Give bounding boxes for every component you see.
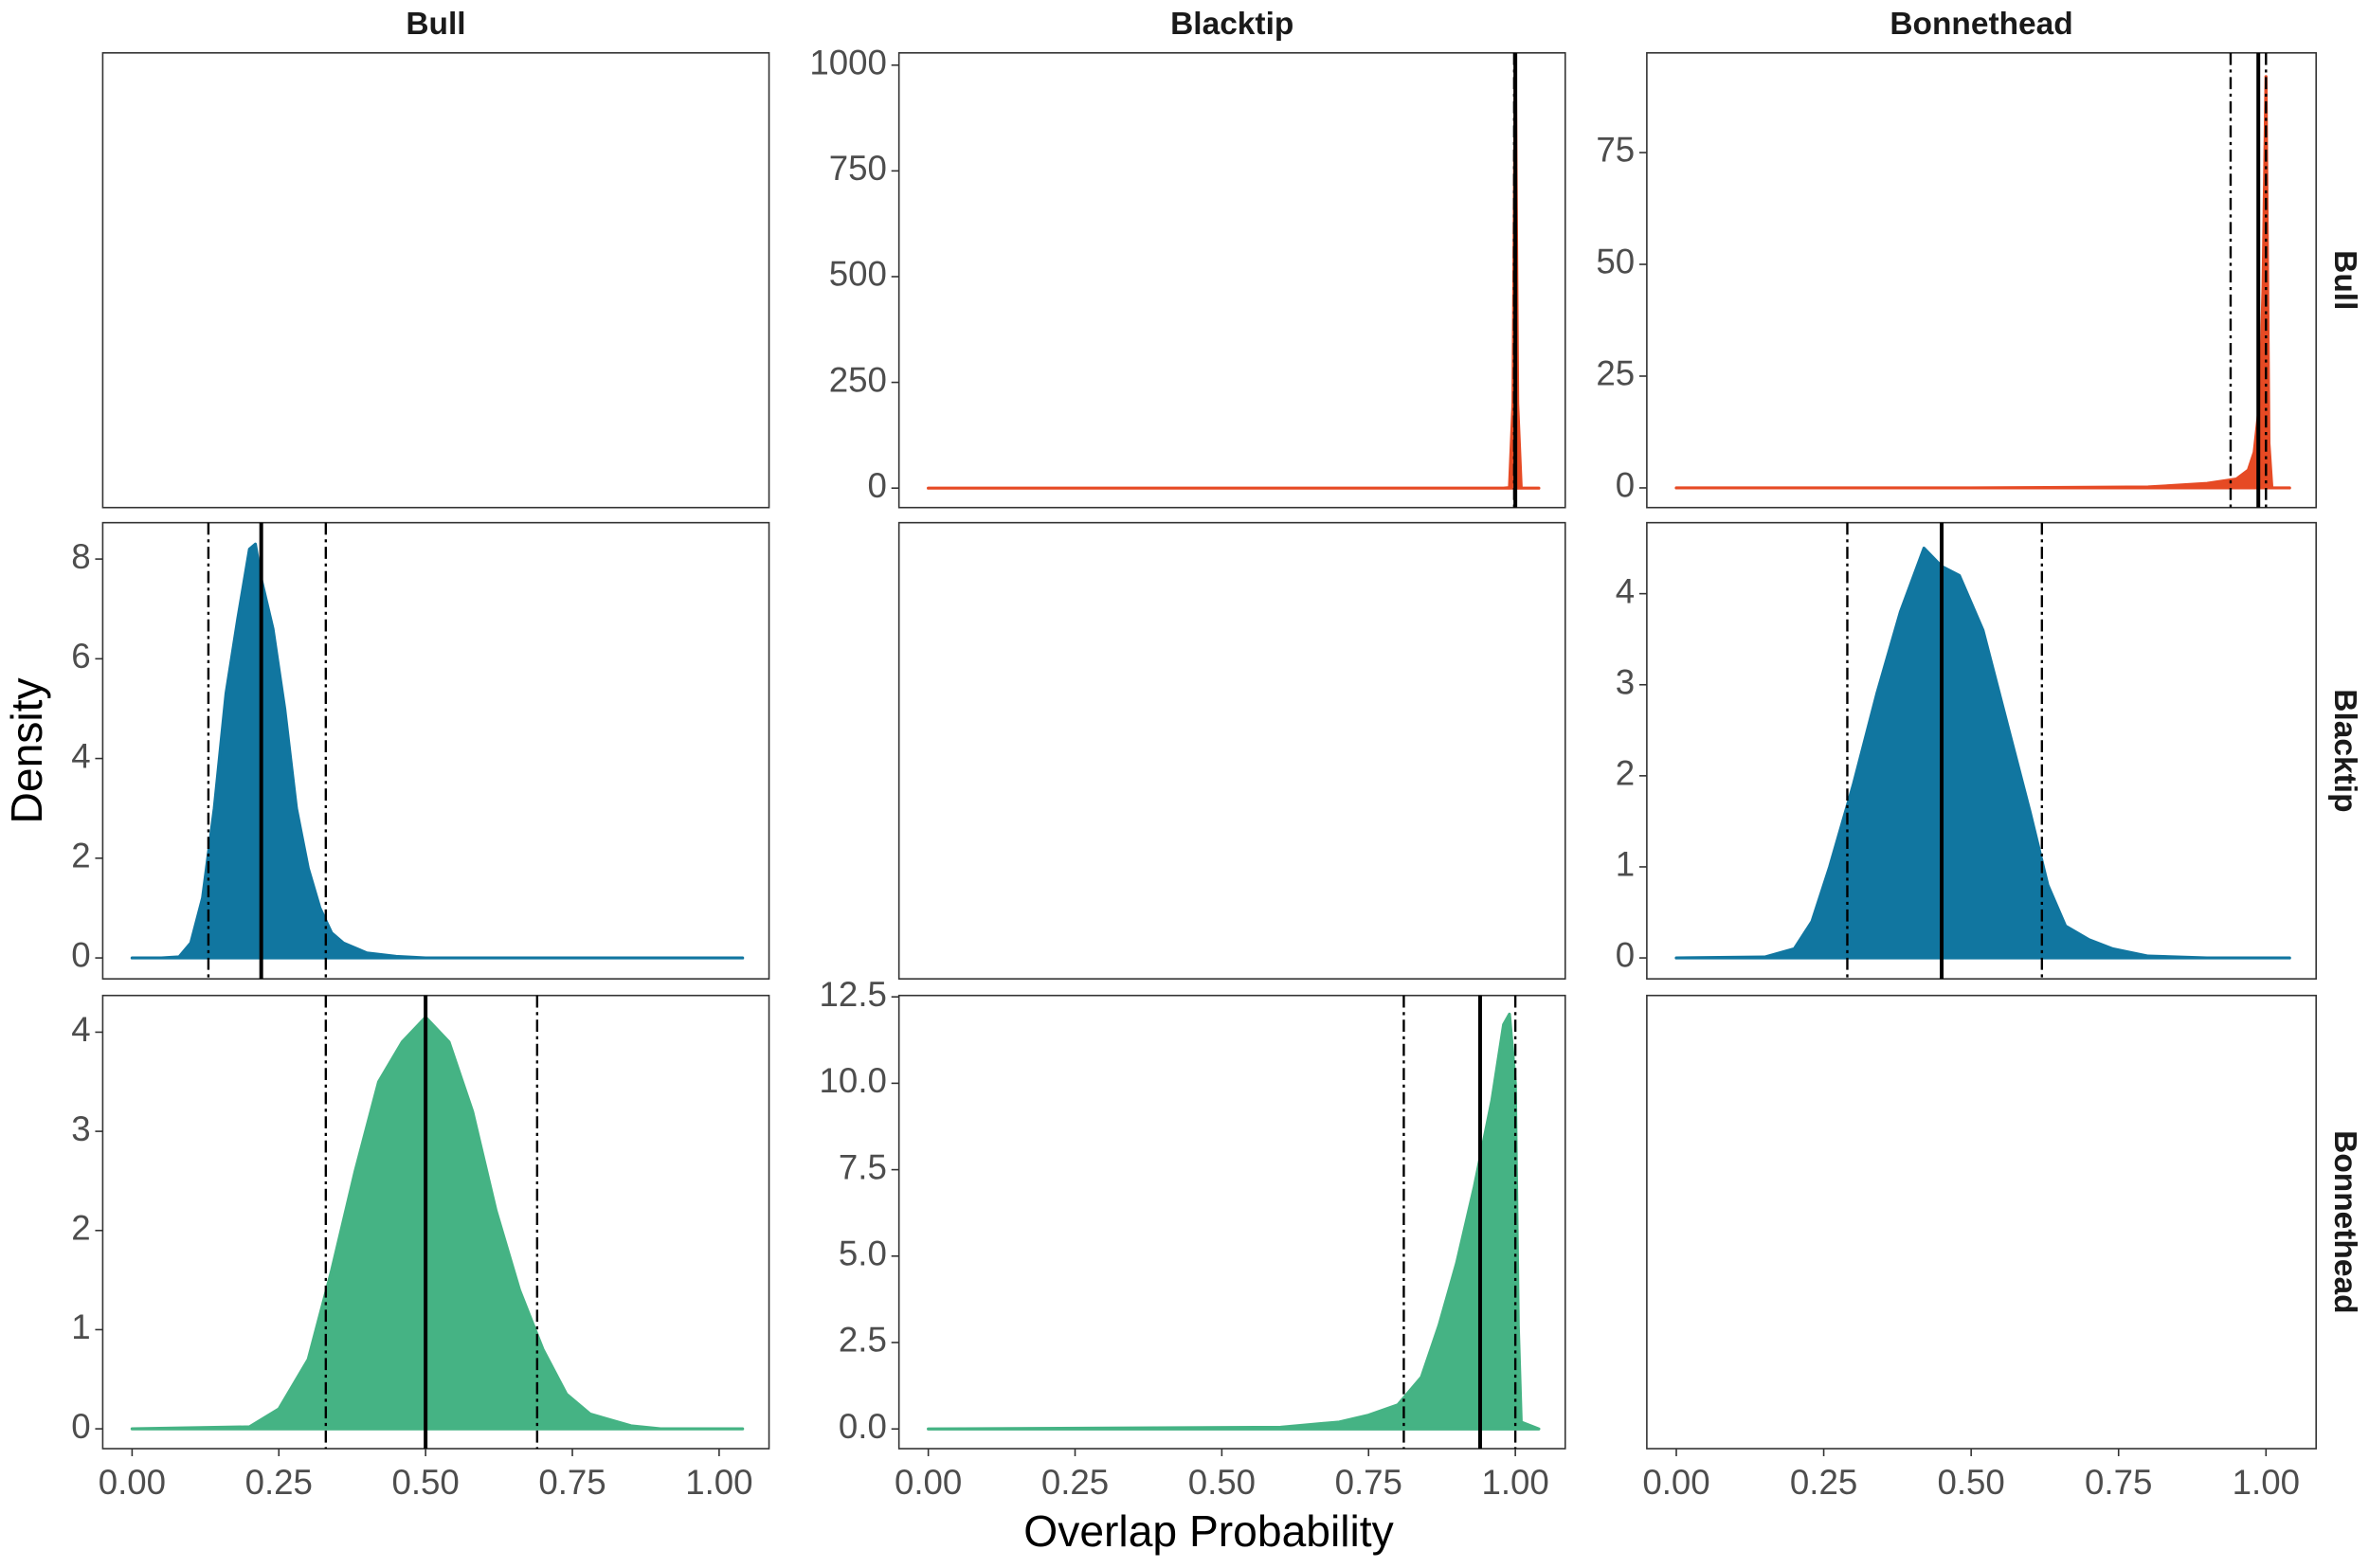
y-tick-label: 2 [71, 1208, 90, 1247]
row-strip-label: Bonnethead [2327, 1130, 2362, 1313]
panel-frame [897, 521, 1566, 980]
panel-frame [101, 994, 770, 1450]
x-tick-label: 1.00 [1481, 1463, 1548, 1502]
column-strip-label: Blacktip [1170, 7, 1293, 42]
y-tick-label: 25 [1596, 354, 1635, 393]
panel-frame [897, 994, 1566, 1450]
y-tick-label: 0 [1616, 466, 1635, 505]
y-tick-label: 250 [829, 360, 887, 399]
density-area [927, 1012, 1541, 1431]
panel-frame [101, 52, 770, 509]
row-strip-label: Blacktip [2327, 689, 2362, 812]
panel-frame [897, 52, 1566, 509]
panel [1674, 52, 2291, 508]
density-area [130, 542, 745, 960]
density-area [1674, 75, 2291, 490]
y-tick-label: 750 [829, 149, 887, 188]
y-axis-title: Density [2, 676, 51, 823]
x-tick-label: 0.75 [1335, 1463, 1402, 1502]
panel [1674, 522, 2291, 980]
y-tick-label: 12.5 [820, 975, 887, 1014]
panel [927, 995, 1541, 1450]
x-tick-label: 0.00 [895, 1463, 962, 1502]
x-tick-label: 0.50 [1188, 1463, 1256, 1502]
y-tick-label: 8 [71, 537, 90, 576]
y-tick-label: 5.0 [839, 1234, 887, 1272]
density-area [130, 1016, 745, 1431]
y-tick-label: 1000 [809, 43, 887, 81]
x-tick-label: 1.00 [2233, 1463, 2300, 1502]
y-tick-label: 75 [1596, 131, 1635, 170]
y-tick-label: 0 [868, 466, 887, 505]
y-tick-label: 0 [71, 1407, 90, 1446]
y-tick-label: 4 [1616, 571, 1635, 610]
x-tick-label: 0.50 [1937, 1463, 2004, 1502]
y-tick-label: 2 [71, 837, 90, 875]
y-tick-label: 500 [829, 255, 887, 294]
panel-frame [1646, 994, 2317, 1450]
y-tick-label: 1 [1616, 845, 1635, 884]
y-tick-label: 6 [71, 637, 90, 676]
panel [130, 995, 745, 1450]
x-tick-label: 0.75 [538, 1463, 606, 1502]
x-tick-label: 0.25 [1041, 1463, 1109, 1502]
y-tick-label: 2 [1616, 754, 1635, 793]
y-tick-label: 0 [71, 936, 90, 975]
panel-frame [1646, 521, 2317, 980]
y-tick-label: 50 [1596, 243, 1635, 281]
column-strip-label: Bonnethead [1890, 7, 2072, 42]
row-strip-label: Bull [2327, 250, 2362, 310]
y-tick-label: 4 [71, 1010, 90, 1049]
y-tick-label: 7.5 [839, 1147, 887, 1186]
x-tick-label: 0.00 [99, 1463, 166, 1502]
y-tick-label: 1 [71, 1307, 90, 1346]
y-tick-label: 10.0 [820, 1061, 887, 1100]
y-tick-label: 3 [1616, 662, 1635, 701]
panel-frame [101, 521, 770, 980]
y-tick-label: 2.5 [839, 1321, 887, 1360]
panel [927, 52, 1541, 508]
panel-frame [1646, 52, 2317, 509]
x-axis-title: Overlap Probability [1023, 1506, 1394, 1556]
column-strip-label: Bull [406, 7, 465, 42]
x-tick-label: 0.25 [1790, 1463, 1857, 1502]
panel [130, 522, 745, 980]
x-tick-label: 0.75 [2085, 1463, 2152, 1502]
y-tick-label: 0.0 [839, 1407, 887, 1446]
x-tick-label: 1.00 [685, 1463, 752, 1502]
x-tick-label: 0.00 [1642, 1463, 1709, 1502]
y-tick-label: 3 [71, 1109, 90, 1148]
density-area [1674, 546, 2291, 960]
y-tick-label: 4 [71, 736, 90, 775]
x-tick-label: 0.25 [245, 1463, 313, 1502]
y-tick-label: 0 [1616, 936, 1635, 975]
density-area [927, 55, 1541, 490]
x-tick-label: 0.50 [391, 1463, 459, 1502]
